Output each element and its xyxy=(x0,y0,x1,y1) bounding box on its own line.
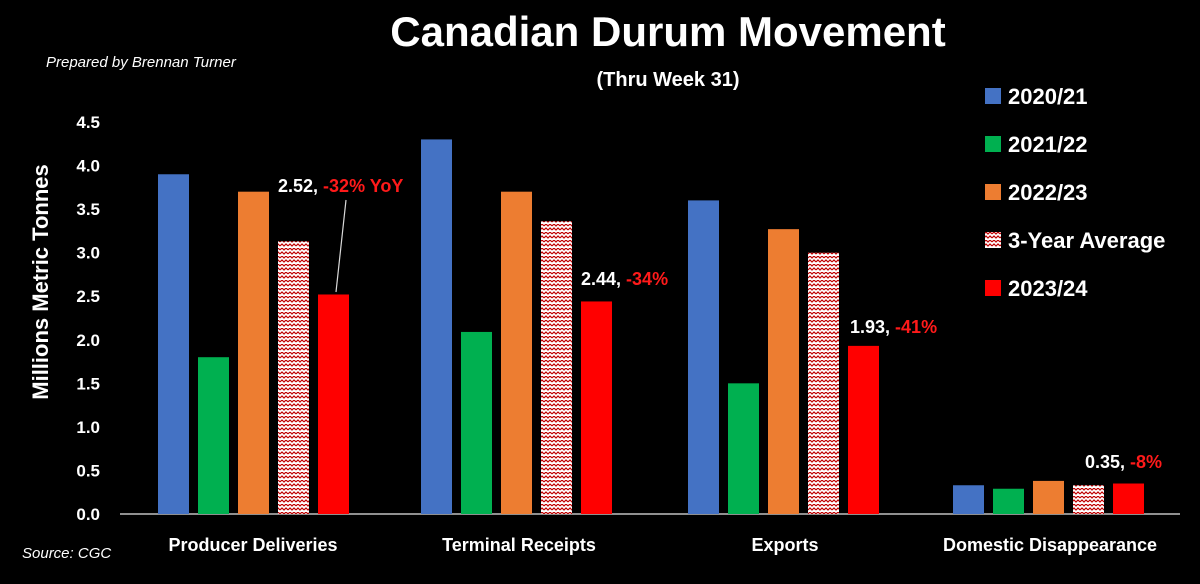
y-axis-ticks: 0.0 0.5 1.0 1.5 2.0 2.5 3.0 3.5 4.0 4.5 xyxy=(76,113,100,524)
chart-subtitle: (Thru Week 31) xyxy=(597,69,740,91)
y-tick-label: 4.5 xyxy=(76,113,100,132)
y-tick-label: 0.5 xyxy=(76,461,100,480)
y-tick-label: 3.0 xyxy=(76,244,100,263)
data-label: 0.35, -8% xyxy=(1085,452,1162,472)
y-tick-label: 1.0 xyxy=(76,418,100,437)
legend-swatch xyxy=(985,184,1001,200)
legend-label: 2021/22 xyxy=(1008,132,1088,157)
bar-2022-23 xyxy=(501,191,532,514)
bar-3-year-average xyxy=(1073,485,1104,514)
bar-3-year-average xyxy=(808,252,839,514)
bar-2021-22 xyxy=(461,331,492,514)
legend: 2020/21 2021/22 2022/23 3-Year Average 2023/… xyxy=(985,84,1165,301)
data-label-value: 1.93, xyxy=(850,317,895,337)
bar-2022-23 xyxy=(768,229,799,514)
legend-label: 2022/23 xyxy=(1008,180,1088,205)
chart-title: Canadian Durum Movement xyxy=(390,8,945,55)
bar-2020-21 xyxy=(158,174,189,514)
chart-credit: Prepared by Brennan Turner xyxy=(46,54,237,71)
leader-line xyxy=(335,199,347,293)
legend-label: 2020/21 xyxy=(1008,84,1088,109)
data-label-value: 2.44, xyxy=(581,269,626,289)
y-tick-label: 3.5 xyxy=(76,200,100,219)
y-tick-label: 4.0 xyxy=(76,157,100,176)
data-label-change: -41% xyxy=(895,317,937,337)
category-label: Exports xyxy=(751,535,818,555)
data-label: 2.44, -34% xyxy=(581,269,668,289)
category-label: Domestic Disappearance xyxy=(943,535,1157,555)
bar-2020-21 xyxy=(688,200,719,514)
legend-swatch xyxy=(985,88,1001,104)
bars xyxy=(158,139,1144,514)
bar-2021-22 xyxy=(993,488,1024,514)
bar-2023-24 xyxy=(848,345,879,514)
bar-2023-24 xyxy=(318,294,349,514)
y-tick-label: 2.5 xyxy=(76,287,100,306)
legend-label: 2023/24 xyxy=(1008,276,1088,301)
y-tick-label: 1.5 xyxy=(76,374,100,393)
bar-2022-23 xyxy=(1033,480,1064,514)
category-labels: Producer Deliveries Terminal Receipts Expo… xyxy=(168,535,1157,555)
y-tick-label: 0.0 xyxy=(76,505,100,524)
data-label-change: -32% YoY xyxy=(323,176,403,196)
chart-source: Source: CGC xyxy=(22,545,111,562)
legend-swatch xyxy=(985,280,1001,296)
data-label-change: -34% xyxy=(626,269,668,289)
bar-2023-24 xyxy=(581,301,612,514)
bar-2022-23 xyxy=(238,191,269,514)
data-label-value: 2.52, xyxy=(278,176,323,196)
annotations: 2.52, -32% YoY 2.44, -34% 1.93, -41% 0.35, … xyxy=(278,176,1162,472)
category-label: Terminal Receipts xyxy=(442,535,596,555)
bar-2020-21 xyxy=(953,485,984,514)
data-label: 1.93, -41% xyxy=(850,317,937,337)
bar-2021-22 xyxy=(198,357,229,514)
bar-3-year-average xyxy=(278,241,309,514)
bar-3-year-average xyxy=(541,221,572,514)
y-tick-label: 2.0 xyxy=(76,331,100,350)
data-label-value: 0.35, xyxy=(1085,452,1130,472)
legend-swatch xyxy=(985,136,1001,152)
y-axis-label: Millions Metric Tonnes xyxy=(28,164,53,400)
legend-label: 3-Year Average xyxy=(1008,228,1165,253)
category-label: Producer Deliveries xyxy=(168,535,337,555)
bar-2020-21 xyxy=(421,139,452,514)
legend-swatch xyxy=(985,232,1001,248)
bar-2021-22 xyxy=(728,383,759,514)
bar-2023-24 xyxy=(1113,483,1144,514)
data-label-change: -8% xyxy=(1130,452,1162,472)
data-label: 2.52, -32% YoY xyxy=(278,176,403,196)
